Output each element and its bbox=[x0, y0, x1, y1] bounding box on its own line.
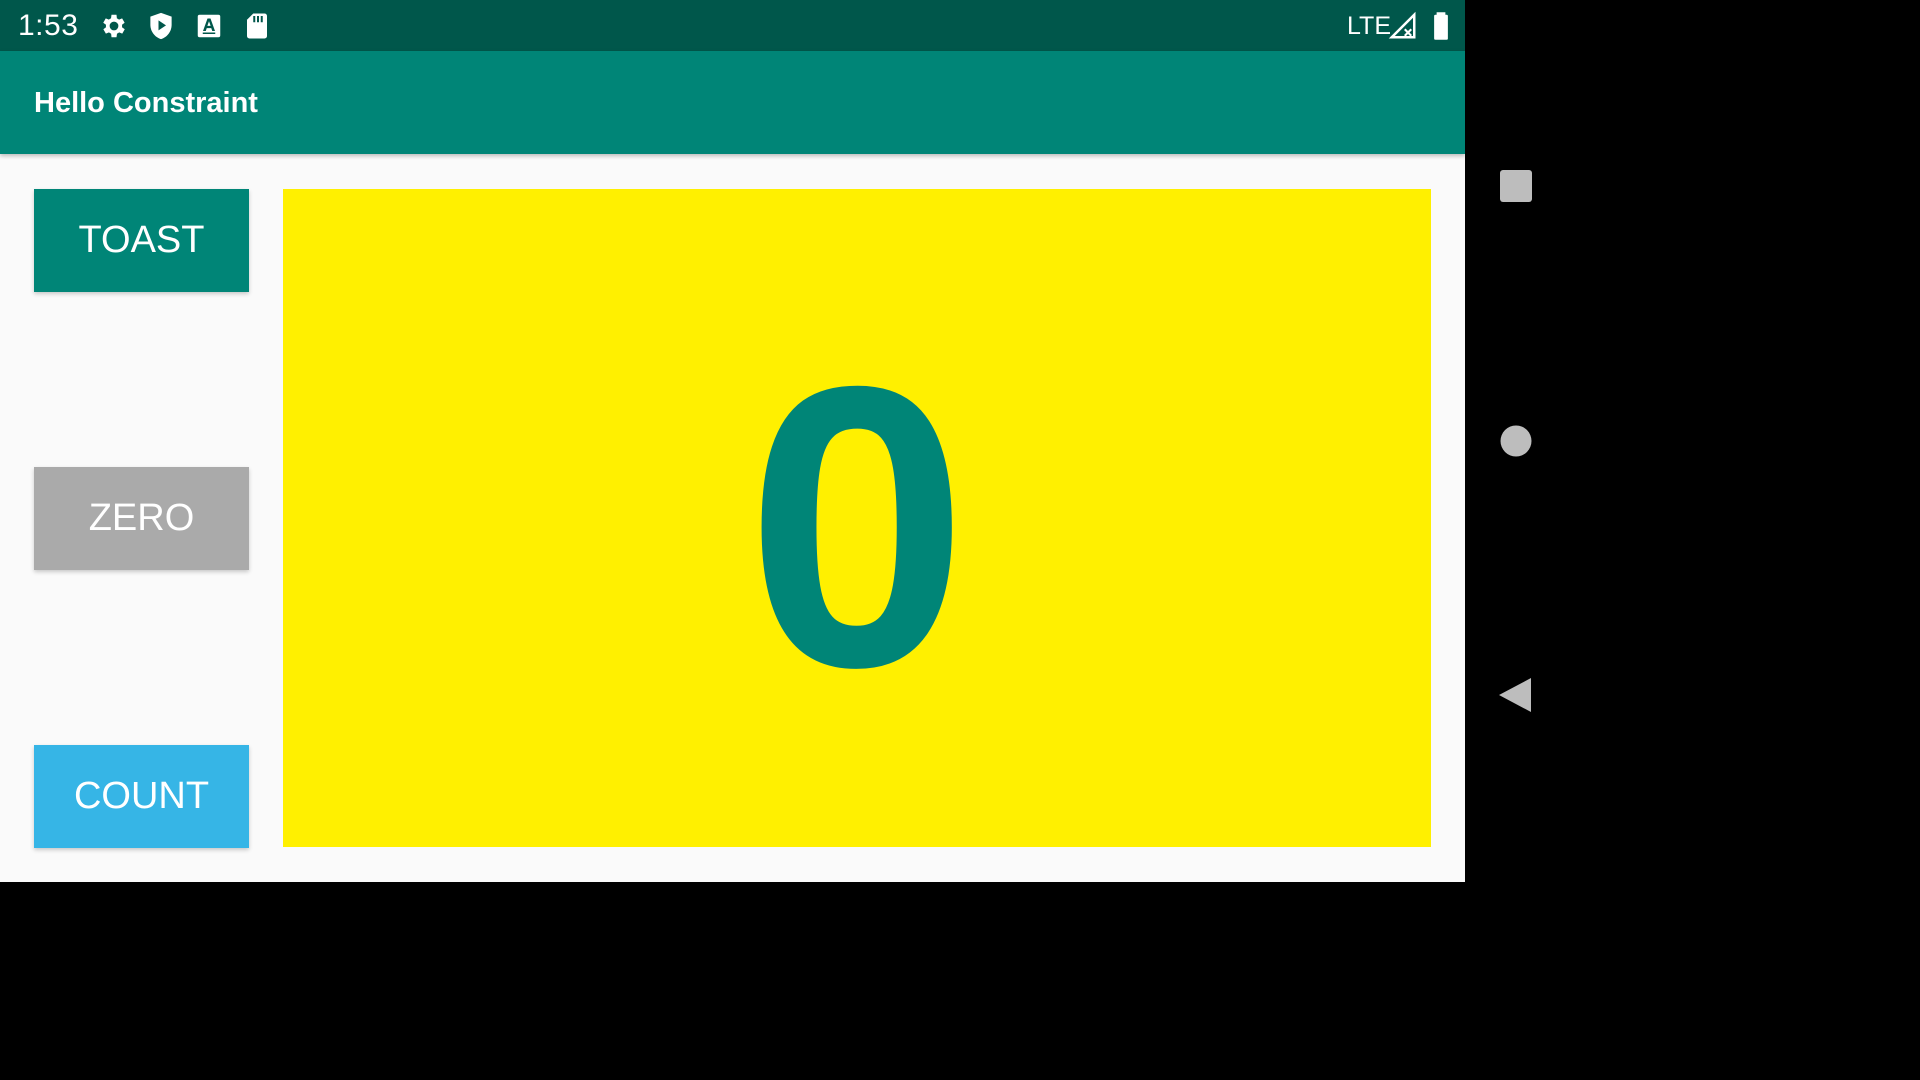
count-button[interactable]: COUNT bbox=[34, 745, 249, 848]
status-time: 1:53 bbox=[18, 9, 79, 42]
font-a-icon bbox=[194, 11, 224, 41]
recents-icon[interactable] bbox=[1491, 161, 1541, 211]
network-type: LTE bbox=[1347, 12, 1391, 40]
play-shield-icon bbox=[146, 11, 176, 41]
navigation-bar bbox=[1465, 0, 1568, 882]
battery-icon bbox=[1426, 11, 1456, 41]
back-icon[interactable] bbox=[1491, 670, 1541, 720]
gear-icon bbox=[99, 11, 129, 41]
sd-card-icon bbox=[242, 11, 272, 41]
status-bar: 1:53 LTE bbox=[0, 0, 1465, 51]
count-display-panel: 0 bbox=[283, 189, 1431, 847]
count-value: 0 bbox=[745, 303, 969, 750]
home-icon[interactable] bbox=[1491, 416, 1541, 466]
app-title: Hello Constraint bbox=[34, 87, 258, 119]
signal-icon bbox=[1388, 11, 1418, 41]
app-bar: Hello Constraint bbox=[0, 51, 1465, 154]
toast-button[interactable]: TOAST bbox=[34, 189, 249, 292]
app-screen: 1:53 LTE Hello Constraint TOAST ZERO COU… bbox=[0, 0, 1465, 882]
zero-button[interactable]: ZERO bbox=[34, 467, 249, 570]
